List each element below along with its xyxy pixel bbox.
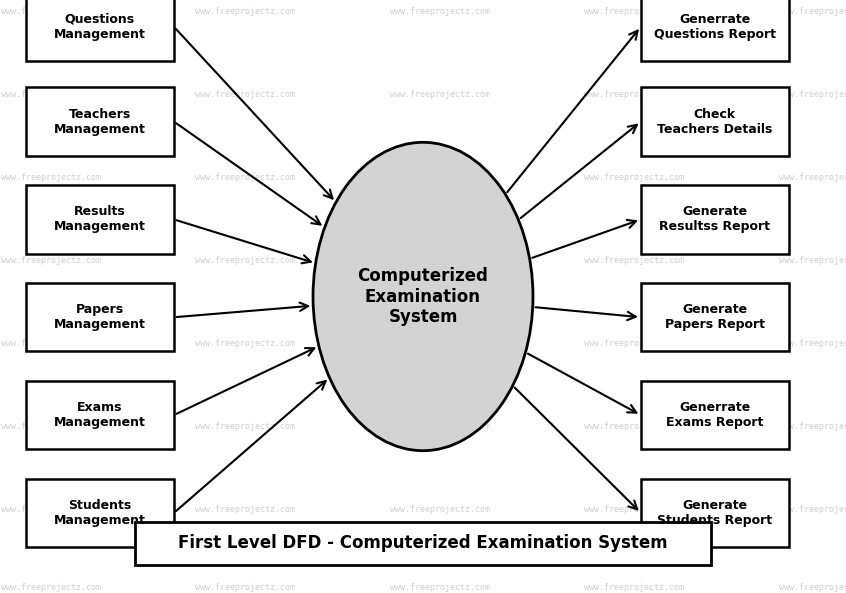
Text: Generate
Students Report: Generate Students Report [657, 499, 772, 527]
Ellipse shape [313, 142, 533, 451]
Text: www.freeprojectz.com: www.freeprojectz.com [1, 422, 101, 432]
Text: Computerized
Examination
System: Computerized Examination System [358, 267, 488, 326]
Text: Students
Management: Students Management [54, 499, 146, 527]
Text: www.freeprojectz.com: www.freeprojectz.com [779, 90, 846, 100]
Text: www.freeprojectz.com: www.freeprojectz.com [779, 505, 846, 515]
Text: www.freeprojectz.com: www.freeprojectz.com [779, 422, 846, 432]
Text: www.freeprojectz.com: www.freeprojectz.com [1, 7, 101, 17]
Text: www.freeprojectz.com: www.freeprojectz.com [1, 256, 101, 266]
Text: www.freeprojectz.com: www.freeprojectz.com [585, 7, 684, 17]
Text: www.freeprojectz.com: www.freeprojectz.com [1, 90, 101, 100]
Text: www.freeprojectz.com: www.freeprojectz.com [195, 7, 295, 17]
Bar [640, 479, 788, 547]
Text: www.freeprojectz.com: www.freeprojectz.com [195, 339, 295, 349]
Bar [640, 381, 788, 449]
Text: www.freeprojectz.com: www.freeprojectz.com [390, 582, 490, 592]
Text: www.freeprojectz.com: www.freeprojectz.com [585, 256, 684, 266]
Text: Papers
Management: Papers Management [54, 303, 146, 331]
Text: www.freeprojectz.com: www.freeprojectz.com [195, 582, 295, 592]
Text: www.freeprojectz.com: www.freeprojectz.com [390, 339, 490, 349]
Text: www.freeprojectz.com: www.freeprojectz.com [1, 582, 101, 592]
Bar [640, 283, 788, 351]
Bar [25, 185, 173, 254]
Text: www.freeprojectz.com: www.freeprojectz.com [195, 90, 295, 100]
Text: Check
Teachers Details: Check Teachers Details [657, 107, 772, 136]
Text: Results
Management: Results Management [54, 205, 146, 234]
Text: www.freeprojectz.com: www.freeprojectz.com [779, 7, 846, 17]
Bar [640, 185, 788, 254]
Text: www.freeprojectz.com: www.freeprojectz.com [195, 505, 295, 515]
Bar [25, 283, 173, 351]
Text: Generrate
Questions Report: Generrate Questions Report [654, 12, 776, 41]
Text: www.freeprojectz.com: www.freeprojectz.com [779, 256, 846, 266]
Text: www.freeprojectz.com: www.freeprojectz.com [585, 90, 684, 100]
Text: Teachers
Management: Teachers Management [54, 107, 146, 136]
Text: www.freeprojectz.com: www.freeprojectz.com [390, 7, 490, 17]
Text: www.freeprojectz.com: www.freeprojectz.com [585, 173, 684, 183]
Text: www.freeprojectz.com: www.freeprojectz.com [779, 173, 846, 183]
Bar [25, 381, 173, 449]
Text: www.freeprojectz.com: www.freeprojectz.com [585, 505, 684, 515]
Text: www.freeprojectz.com: www.freeprojectz.com [390, 505, 490, 515]
Text: Exams
Management: Exams Management [54, 401, 146, 429]
Text: Questions
Management: Questions Management [54, 12, 146, 41]
Text: www.freeprojectz.com: www.freeprojectz.com [390, 173, 490, 183]
Text: www.freeprojectz.com: www.freeprojectz.com [585, 422, 684, 432]
Text: www.freeprojectz.com: www.freeprojectz.com [390, 422, 490, 432]
Text: www.freeprojectz.com: www.freeprojectz.com [585, 582, 684, 592]
Bar [25, 0, 173, 61]
Bar [640, 87, 788, 156]
Bar [25, 479, 173, 547]
Bar [25, 87, 173, 156]
Text: www.freeprojectz.com: www.freeprojectz.com [585, 339, 684, 349]
Text: www.freeprojectz.com: www.freeprojectz.com [195, 173, 295, 183]
Text: www.freeprojectz.com: www.freeprojectz.com [390, 256, 490, 266]
Text: www.freeprojectz.com: www.freeprojectz.com [1, 505, 101, 515]
Text: www.freeprojectz.com: www.freeprojectz.com [1, 173, 101, 183]
Text: Generrate
Exams Report: Generrate Exams Report [666, 401, 764, 429]
Text: www.freeprojectz.com: www.freeprojectz.com [1, 339, 101, 349]
Bar [135, 522, 711, 565]
Text: Generate
Papers Report: Generate Papers Report [665, 303, 765, 331]
Text: www.freeprojectz.com: www.freeprojectz.com [195, 422, 295, 432]
Text: www.freeprojectz.com: www.freeprojectz.com [779, 339, 846, 349]
Text: www.freeprojectz.com: www.freeprojectz.com [390, 90, 490, 100]
Text: www.freeprojectz.com: www.freeprojectz.com [779, 582, 846, 592]
Text: First Level DFD - Computerized Examination System: First Level DFD - Computerized Examinati… [179, 534, 667, 552]
Bar [640, 0, 788, 61]
Text: Generate
Resultss Report: Generate Resultss Report [659, 205, 771, 234]
Text: www.freeprojectz.com: www.freeprojectz.com [195, 256, 295, 266]
